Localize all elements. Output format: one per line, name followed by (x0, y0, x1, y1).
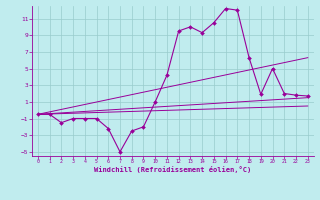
X-axis label: Windchill (Refroidissement éolien,°C): Windchill (Refroidissement éolien,°C) (94, 166, 252, 173)
